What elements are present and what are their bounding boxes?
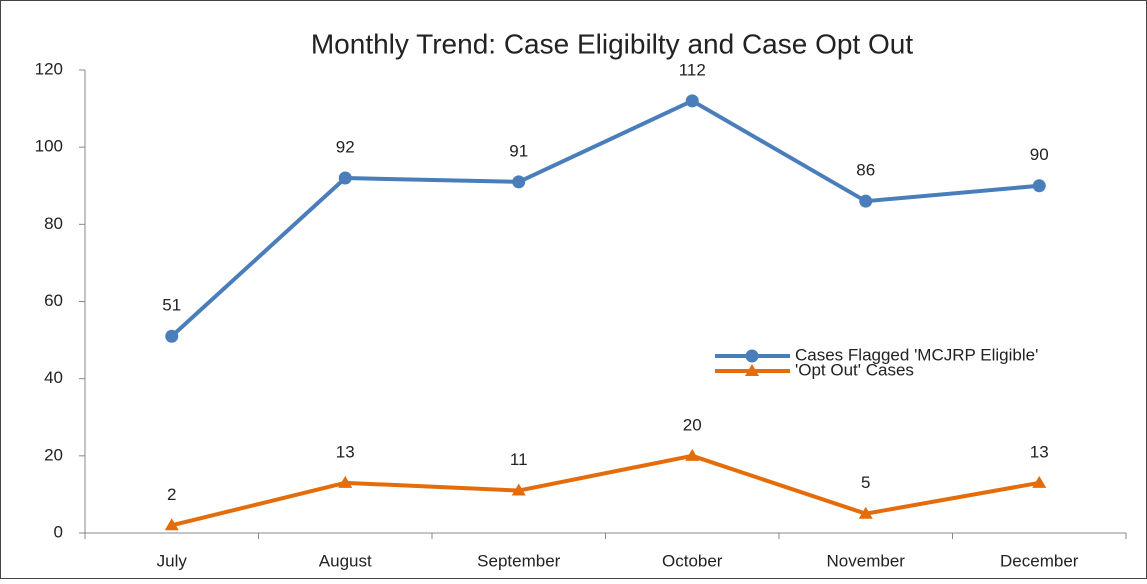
legend-label: Cases Flagged 'MCJRP Eligible' <box>795 345 1038 364</box>
data-label: 86 <box>856 161 875 180</box>
y-tick-label: 60 <box>44 291 63 310</box>
x-tick-label: December <box>1000 551 1079 570</box>
data-label: 20 <box>683 415 702 434</box>
x-tick-label: August <box>319 551 372 570</box>
data-label: 2 <box>167 485 176 504</box>
data-point <box>511 483 526 496</box>
data-label: 90 <box>1030 145 1049 164</box>
data-label: 51 <box>162 296 181 315</box>
data-point <box>338 171 352 185</box>
data-label: 112 <box>679 60 706 79</box>
y-tick-label: 20 <box>44 445 63 464</box>
series-line <box>171 453 1040 528</box>
y-tick-label: 100 <box>35 137 63 156</box>
data-point <box>165 329 179 343</box>
data-label: 13 <box>1030 442 1049 461</box>
data-label: 92 <box>336 138 355 157</box>
data-label: 5 <box>861 473 870 492</box>
data-point <box>1032 179 1046 193</box>
y-tick-label: 80 <box>44 214 63 233</box>
data-point <box>338 475 353 488</box>
legend-marker <box>745 349 759 363</box>
data-point <box>858 506 873 519</box>
data-label: 13 <box>336 442 355 461</box>
data-label: 91 <box>509 141 528 160</box>
legend-marker <box>745 364 759 376</box>
data-point <box>685 448 700 461</box>
y-tick-label: 40 <box>44 368 63 387</box>
x-tick-label: July <box>157 551 188 570</box>
data-point <box>164 518 179 531</box>
y-tick-label: 120 <box>35 59 63 78</box>
data-label: 11 <box>510 450 528 469</box>
data-point <box>859 194 873 208</box>
x-tick-label: September <box>477 551 560 570</box>
data-point <box>512 175 526 189</box>
data-point <box>1032 475 1047 488</box>
legend-label: 'Opt Out' Cases <box>795 360 914 379</box>
x-tick-label: November <box>827 551 906 570</box>
data-point <box>685 94 699 108</box>
series-line <box>170 98 1040 338</box>
chart-title: Monthly Trend: Case Eligibilty and Case … <box>311 28 914 59</box>
y-tick-label: 0 <box>54 522 63 541</box>
x-tick-label: October <box>662 551 723 570</box>
